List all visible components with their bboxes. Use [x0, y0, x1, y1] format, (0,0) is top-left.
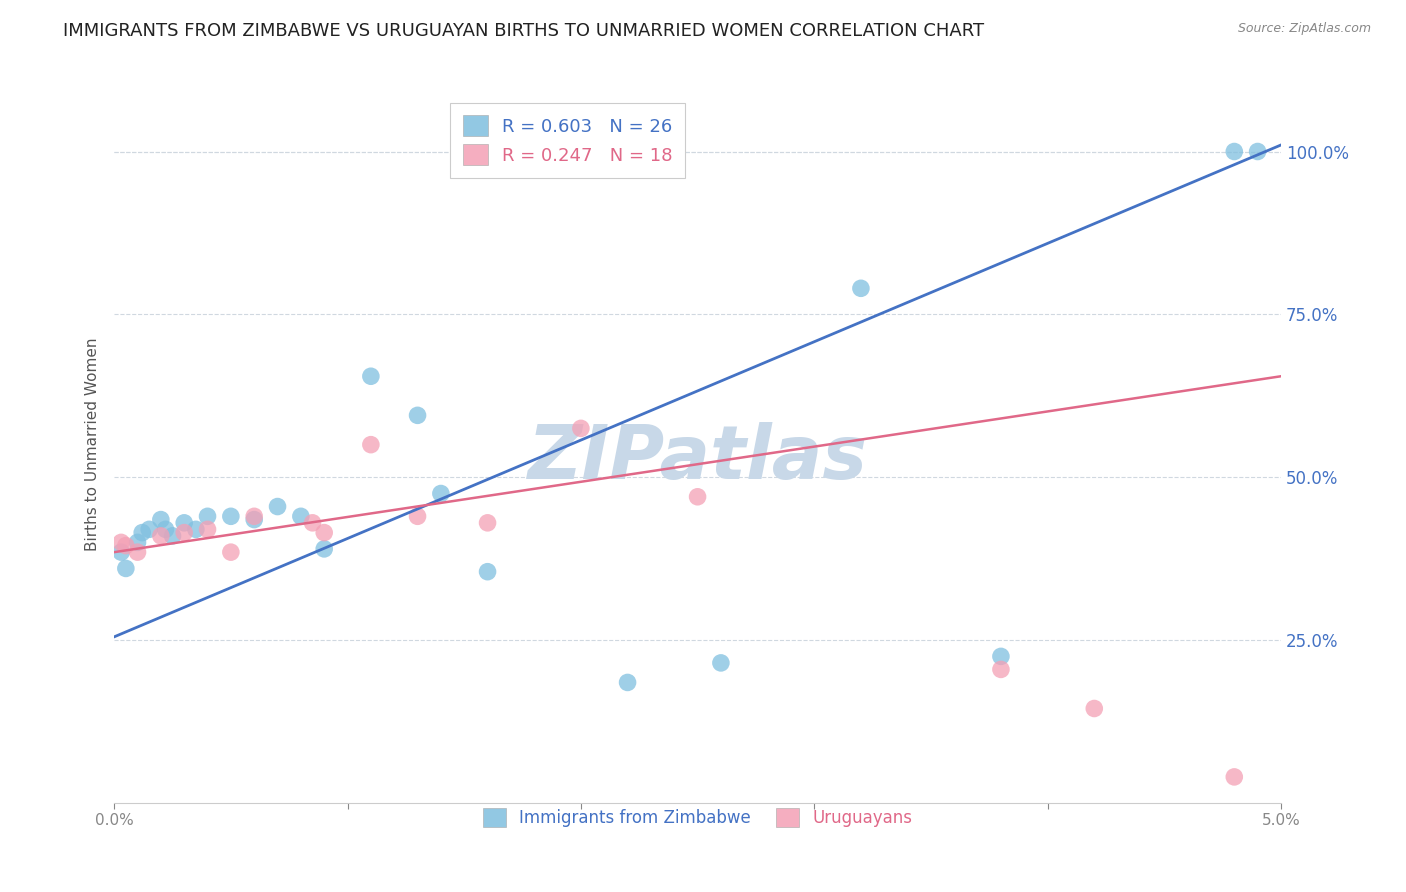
Point: [430, 486, 453, 500]
Point: [990, 662, 1012, 676]
Point: [1083, 701, 1105, 715]
Point: [1223, 770, 1246, 784]
Point: [127, 545, 149, 559]
Point: [990, 649, 1012, 664]
Text: IMMIGRANTS FROM ZIMBABWE VS URUGUAYAN BIRTHS TO UNMARRIED WOMEN CORRELATION CHAR: IMMIGRANTS FROM ZIMBABWE VS URUGUAYAN BI…: [63, 22, 984, 40]
Point: [149, 529, 172, 543]
Point: [477, 565, 499, 579]
Point: [314, 525, 336, 540]
Point: [110, 535, 132, 549]
Text: ZIPatlas: ZIPatlas: [527, 423, 868, 495]
Point: [360, 369, 382, 384]
Point: [301, 516, 323, 530]
Point: [162, 529, 184, 543]
Point: [477, 516, 499, 530]
Point: [849, 281, 872, 295]
Point: [360, 437, 382, 451]
Point: [406, 509, 429, 524]
Y-axis label: Births to Unmarried Women: Births to Unmarried Women: [86, 338, 100, 551]
Point: [1246, 145, 1268, 159]
Point: [197, 522, 219, 536]
Point: [710, 656, 733, 670]
Point: [173, 516, 195, 530]
Point: [266, 500, 288, 514]
Point: [314, 541, 336, 556]
Point: [155, 522, 177, 536]
Point: [197, 509, 219, 524]
Point: [290, 509, 312, 524]
Point: [110, 545, 132, 559]
Point: [115, 561, 138, 575]
Point: [173, 525, 195, 540]
Point: [138, 522, 160, 536]
Point: [616, 675, 638, 690]
Point: [219, 545, 242, 559]
Point: [219, 509, 242, 524]
Point: [131, 525, 153, 540]
Point: [569, 421, 592, 435]
Point: [243, 512, 266, 526]
Point: [686, 490, 709, 504]
Point: [115, 539, 138, 553]
Point: [127, 535, 149, 549]
Point: [406, 409, 429, 423]
Legend: Immigrants from Zimbabwe, Uruguayans: Immigrants from Zimbabwe, Uruguayans: [475, 801, 920, 834]
Point: [1223, 145, 1246, 159]
Point: [243, 509, 266, 524]
Text: Source: ZipAtlas.com: Source: ZipAtlas.com: [1237, 22, 1371, 36]
Point: [149, 512, 172, 526]
Point: [184, 522, 207, 536]
